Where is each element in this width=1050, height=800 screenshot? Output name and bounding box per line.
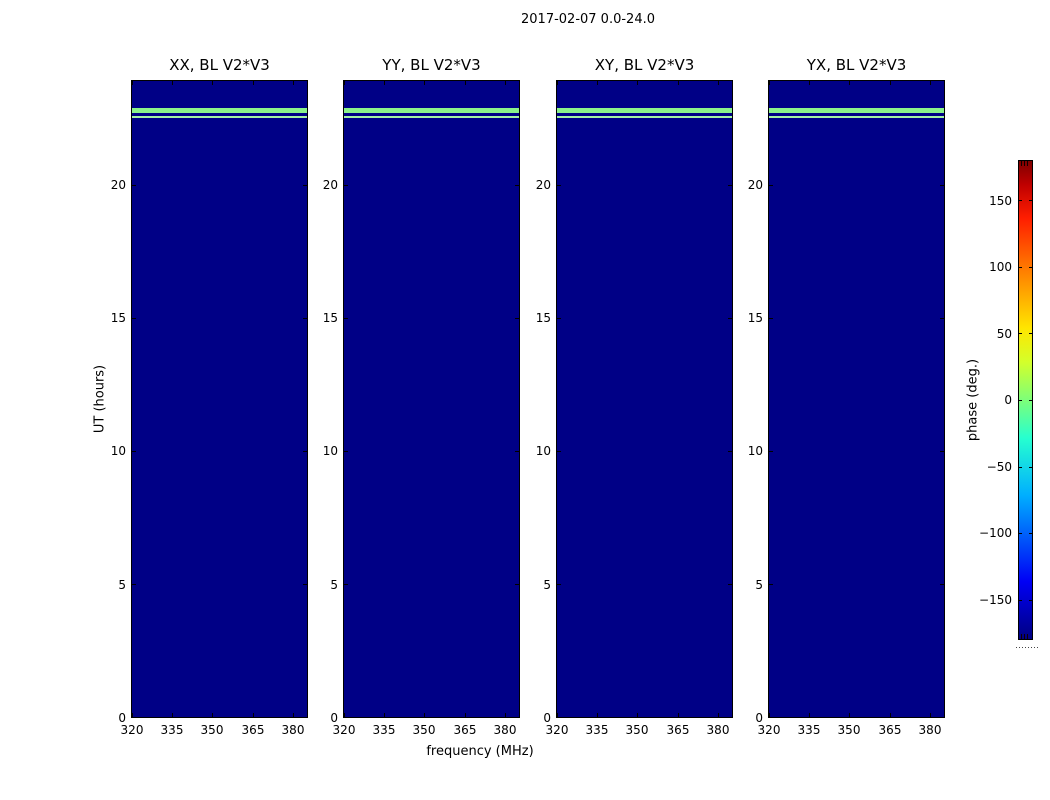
y-tick-label: 0 bbox=[330, 711, 338, 725]
y-tick-label: 15 bbox=[110, 311, 126, 325]
y-tick-label: 10 bbox=[747, 444, 763, 458]
colorbar-tick-label: 0 bbox=[1004, 393, 1012, 407]
colorbar-tick-label: 50 bbox=[996, 327, 1012, 341]
panel-yy: YY, BL V2*V3 20 15 10 5 0 320 335 350 36… bbox=[323, 56, 520, 737]
x-tick-label: 320 bbox=[545, 723, 569, 737]
y-tick-label: 5 bbox=[543, 578, 551, 592]
colorbar-label: phase (deg.) bbox=[965, 358, 981, 442]
panel-xy: XY, BL V2*V3 20 15 10 5 0 320 335 350 36… bbox=[536, 56, 733, 737]
y-tick-label: 0 bbox=[755, 711, 763, 725]
x-tick-label: 350 bbox=[837, 723, 861, 737]
panel-title-yx: YX, BL V2*V3 bbox=[806, 56, 907, 74]
bright-row-thick bbox=[344, 108, 519, 113]
y-axis-label: UT (hours) bbox=[92, 364, 108, 434]
panel-yx: YX, BL V2*V3 20 15 10 5 0 320 335 350 36… bbox=[748, 56, 945, 737]
y-tick-label: 20 bbox=[535, 178, 551, 192]
x-tick-label: 335 bbox=[372, 723, 396, 737]
x-tick-label: 335 bbox=[797, 723, 821, 737]
x-tick-label: 320 bbox=[332, 723, 356, 737]
bright-row-thick bbox=[557, 108, 732, 113]
x-tick-label: 365 bbox=[453, 723, 477, 737]
y-tick-label: 0 bbox=[543, 711, 551, 725]
y-tick-label: 20 bbox=[747, 178, 763, 192]
y-tick-label: 0 bbox=[118, 711, 126, 725]
y-tick-label: 5 bbox=[330, 578, 338, 592]
panel-title-xx: XX, BL V2*V3 bbox=[169, 56, 270, 74]
bright-row-thick bbox=[132, 108, 307, 113]
colorbar-tick-label: 100 bbox=[989, 260, 1012, 274]
x-tick-label: 380 bbox=[918, 723, 942, 737]
y-tick-label: 20 bbox=[322, 178, 338, 192]
bright-row-thin bbox=[557, 116, 732, 118]
y-tick-label: 10 bbox=[535, 444, 551, 458]
y-tick-label: 5 bbox=[755, 578, 763, 592]
colorbar-tick-label: −100 bbox=[979, 526, 1012, 540]
panel-title-xy: XY, BL V2*V3 bbox=[594, 56, 695, 74]
y-tick-label: 20 bbox=[110, 178, 126, 192]
y-tick-label: 15 bbox=[535, 311, 551, 325]
y-tick-label: 10 bbox=[110, 444, 126, 458]
panel-xx: XX, BL V2*V3 20 15 10 5 0 320 335 350 36… bbox=[111, 56, 308, 737]
x-tick-label: 380 bbox=[281, 723, 305, 737]
colorbar bbox=[1018, 160, 1033, 640]
bright-row-thin bbox=[344, 116, 519, 118]
colorbar-tick-label: −50 bbox=[986, 460, 1012, 474]
heatmap-xx bbox=[131, 80, 308, 718]
heatmap-xy bbox=[556, 80, 733, 718]
colorbar-tick-label: −150 bbox=[979, 593, 1012, 607]
x-tick-label: 365 bbox=[241, 723, 265, 737]
y-tick-label: 10 bbox=[322, 444, 338, 458]
panel-title-yy: YY, BL V2*V3 bbox=[382, 56, 481, 74]
colorbar-gradient bbox=[1019, 161, 1032, 639]
colorbar-bottom-hatch bbox=[1021, 634, 1030, 639]
colorbar-top-hatch bbox=[1021, 161, 1030, 166]
x-tick-label: 350 bbox=[200, 723, 224, 737]
heatmap-yx bbox=[768, 80, 945, 718]
y-tick-label: 5 bbox=[118, 578, 126, 592]
x-tick-label: 380 bbox=[706, 723, 730, 737]
bright-row-thin bbox=[769, 116, 944, 118]
x-tick-label: 320 bbox=[120, 723, 144, 737]
x-tick-label: 335 bbox=[585, 723, 609, 737]
x-axis-label: frequency (MHz) bbox=[426, 744, 534, 759]
heatmap-yy bbox=[343, 80, 520, 718]
colorbar-dotted-baseline bbox=[1016, 647, 1038, 648]
x-tick-label: 350 bbox=[412, 723, 436, 737]
bright-row-thin bbox=[132, 116, 307, 118]
x-tick-label: 350 bbox=[625, 723, 649, 737]
colorbar-tick-label: 150 bbox=[989, 194, 1012, 208]
x-tick-label: 335 bbox=[160, 723, 184, 737]
bright-row-thick bbox=[769, 108, 944, 113]
figure-title: 2017-02-07 0.0-24.0 bbox=[521, 12, 655, 27]
x-tick-label: 365 bbox=[878, 723, 902, 737]
x-tick-label: 365 bbox=[666, 723, 690, 737]
x-tick-label: 380 bbox=[493, 723, 517, 737]
x-tick-label: 320 bbox=[757, 723, 781, 737]
y-tick-label: 15 bbox=[322, 311, 338, 325]
y-tick-label: 15 bbox=[747, 311, 763, 325]
